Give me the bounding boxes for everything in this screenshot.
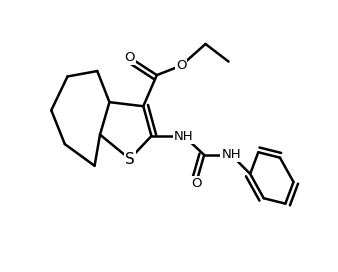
Text: O: O [124, 51, 135, 64]
Text: S: S [125, 152, 135, 166]
Text: NH: NH [221, 149, 241, 162]
Text: O: O [191, 177, 201, 190]
Text: O: O [176, 59, 187, 72]
Text: NH: NH [174, 129, 194, 143]
